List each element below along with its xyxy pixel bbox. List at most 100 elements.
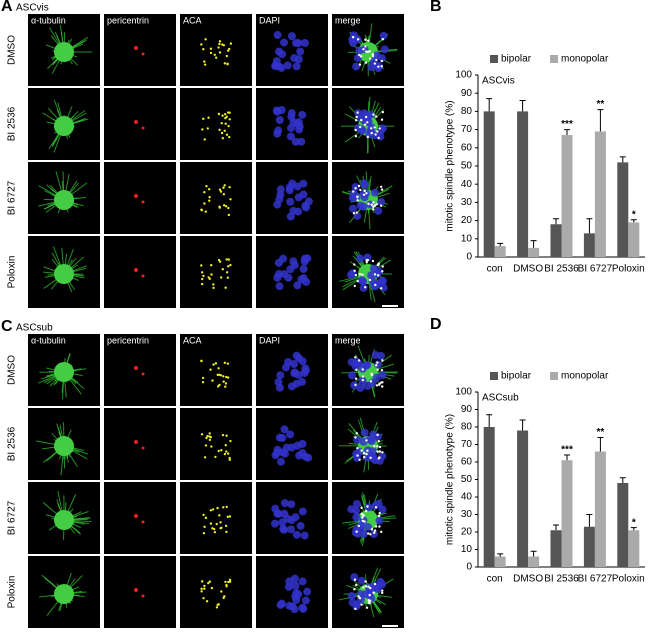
kinetochore — [381, 589, 383, 591]
chromosome — [301, 202, 309, 210]
kinetochore — [212, 287, 214, 289]
centrosome — [142, 373, 145, 376]
kinetochore — [228, 118, 230, 120]
kinetochore — [373, 531, 375, 533]
chromosome — [374, 207, 382, 215]
kinetochore — [370, 127, 372, 129]
kinetochore — [207, 127, 209, 129]
kinetochore — [227, 276, 229, 278]
kinetochore — [362, 375, 364, 377]
chromosome — [279, 255, 287, 263]
kinetochore — [220, 590, 222, 592]
kinetochore — [227, 452, 229, 454]
bar — [495, 557, 506, 568]
chromosome — [361, 429, 369, 437]
kinetochore — [219, 51, 221, 53]
kinetochore — [354, 356, 356, 358]
x-tick-label: DMSO — [513, 574, 543, 585]
kinetochore — [218, 113, 220, 115]
chromosome — [353, 358, 361, 366]
kinetochore — [355, 116, 357, 118]
kinetochore — [215, 56, 217, 58]
row-label: DMSO — [7, 355, 18, 385]
x-tick-label: BI 2536 — [544, 264, 579, 275]
kinetochore — [377, 274, 379, 276]
kinetochore — [373, 445, 375, 447]
kinetochore — [354, 579, 356, 581]
bar — [584, 233, 595, 257]
kinetochore — [217, 46, 219, 48]
kinetochore — [202, 118, 204, 120]
chromosome — [379, 277, 387, 285]
kinetochore — [365, 439, 367, 441]
kinetochore — [356, 196, 358, 198]
kinetochore — [367, 532, 369, 534]
kinetochore — [355, 129, 357, 131]
panel-letter: C — [1, 318, 13, 335]
legend-swatch — [550, 372, 558, 380]
significance: *** — [561, 445, 573, 456]
kinetochore — [375, 525, 377, 527]
kinetochore — [381, 359, 383, 361]
micrograph — [104, 88, 176, 160]
panel-letter: A — [1, 0, 13, 15]
bar — [595, 131, 606, 257]
chromosome — [348, 371, 356, 379]
kinetochore — [212, 283, 214, 285]
kinetochore — [354, 436, 356, 438]
kinetochore — [355, 369, 357, 371]
kinetochore — [371, 528, 373, 530]
kinetochore — [206, 600, 208, 602]
kinetochore — [204, 63, 206, 65]
kinetochore — [211, 587, 213, 589]
error-bar — [497, 243, 503, 246]
kinetochore — [207, 276, 209, 278]
y-axis-title: mitotic spindle phenotype (%) — [445, 100, 456, 231]
kinetochore — [356, 432, 358, 434]
spindle — [54, 436, 74, 456]
kinetochore — [224, 287, 226, 289]
kinetochore — [229, 264, 231, 266]
kinetochore — [357, 38, 359, 40]
chromosome — [273, 201, 281, 209]
kinetochore — [228, 111, 230, 113]
kinetochore — [367, 203, 369, 205]
kinetochore — [355, 274, 357, 276]
kinetochore — [211, 379, 213, 381]
micrograph — [180, 556, 252, 628]
kinetochore — [381, 385, 383, 387]
kinetochore — [369, 587, 371, 589]
kinetochore — [208, 200, 210, 202]
kinetochore — [225, 450, 227, 452]
x-tick-label: con — [487, 574, 503, 585]
error-bar — [564, 130, 570, 135]
kinetochore — [371, 132, 373, 134]
kinetochore — [210, 48, 212, 50]
kinetochore — [227, 207, 229, 209]
kinetochore — [361, 516, 363, 518]
panel-title: ASCvis — [16, 3, 49, 14]
bar — [528, 557, 539, 568]
kinetochore — [209, 439, 211, 441]
kinetochore — [202, 514, 204, 516]
kinetochore — [376, 384, 378, 386]
y-tick-label: 100 — [455, 70, 472, 81]
chromosome — [287, 500, 295, 508]
chromosome — [299, 190, 307, 198]
kinetochore — [374, 529, 376, 531]
error-bar — [597, 110, 603, 132]
y-tick-label: 10 — [461, 544, 473, 555]
kinetochore — [371, 374, 373, 376]
chromosome — [288, 443, 296, 451]
chromosome — [372, 351, 380, 359]
x-tick-label: BI 6727 — [578, 264, 613, 275]
kinetochore — [360, 603, 362, 605]
kinetochore — [379, 127, 381, 129]
y-axis-title: mitotic spindle phenotype (%) — [445, 414, 456, 545]
kinetochore — [225, 258, 227, 260]
kinetochore — [228, 457, 230, 459]
kinetochore — [214, 531, 216, 533]
kinetochore — [200, 360, 202, 362]
kinetochore — [200, 43, 202, 45]
chromosome — [303, 588, 311, 596]
